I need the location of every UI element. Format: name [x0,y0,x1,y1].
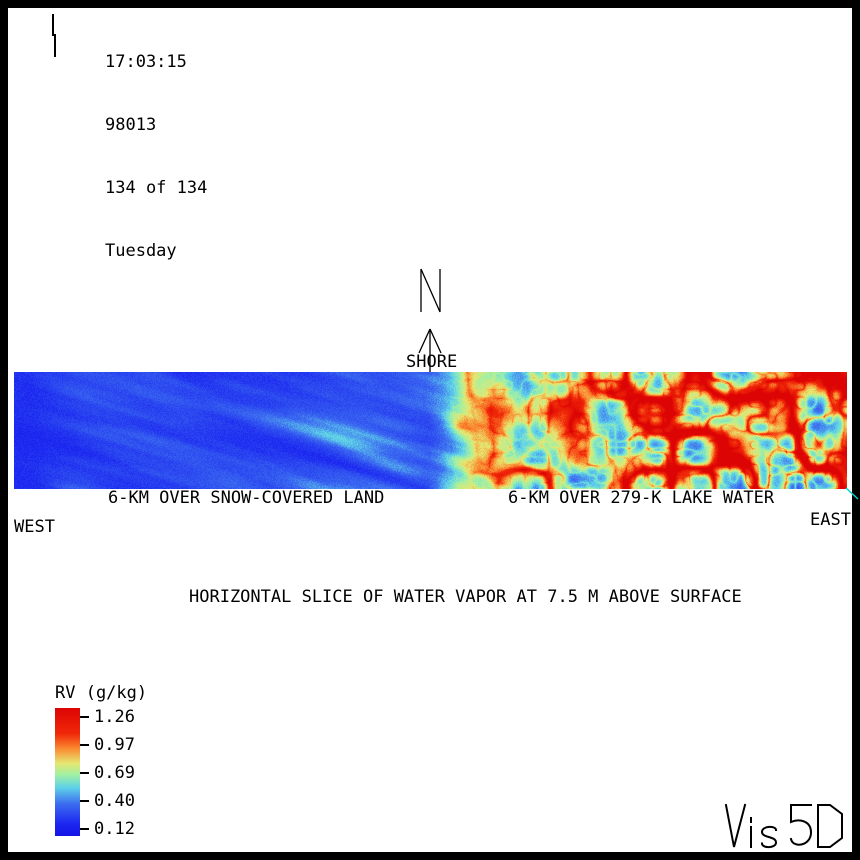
colorbar-tick [80,800,89,802]
clock-hand-icon [52,14,56,57]
colorbar-value-2: 0.97 [94,735,135,755]
colorbar-value-min: 0.12 [94,819,135,839]
colorbar-value-3: 0.69 [94,763,135,783]
colorbar-tick [80,716,89,718]
header-dataset: 98013 [105,115,157,135]
west-label: WEST [14,517,55,537]
slice-canvas[interactable] [14,372,847,489]
colorbar-value-4: 0.40 [94,791,135,811]
shore-label: SHORE [406,352,458,372]
east-label: EAST [810,510,851,530]
north-arrow-icon [418,328,442,372]
header-day: Tuesday [105,241,177,261]
header-frame-counter: 134 of 134 [105,178,208,198]
vis5d-logo-icon [724,803,843,849]
box-corner-edge-icon [845,487,859,500]
colorbar-gradient [55,708,80,836]
colorbar-tick [80,828,89,830]
slice-title: HORIZONTAL SLICE OF WATER VAPOR AT 7.5 M… [189,587,742,607]
north-letter-icon [420,268,441,313]
colorbar-tick [80,744,89,746]
colorbar-tick [80,772,89,774]
header-time: 17:03:15 [105,52,187,72]
lake-region-label: 6-KM OVER 279-K LAKE WATER [508,488,775,508]
land-region-label: 6-KM OVER SNOW-COVERED LAND [108,488,385,508]
colorbar-label: RV (g/kg) [55,683,148,703]
colorbar-value-max: 1.26 [94,707,135,727]
header-info: 17:03:15 98013 134 of 134 Tuesday [105,10,207,283]
